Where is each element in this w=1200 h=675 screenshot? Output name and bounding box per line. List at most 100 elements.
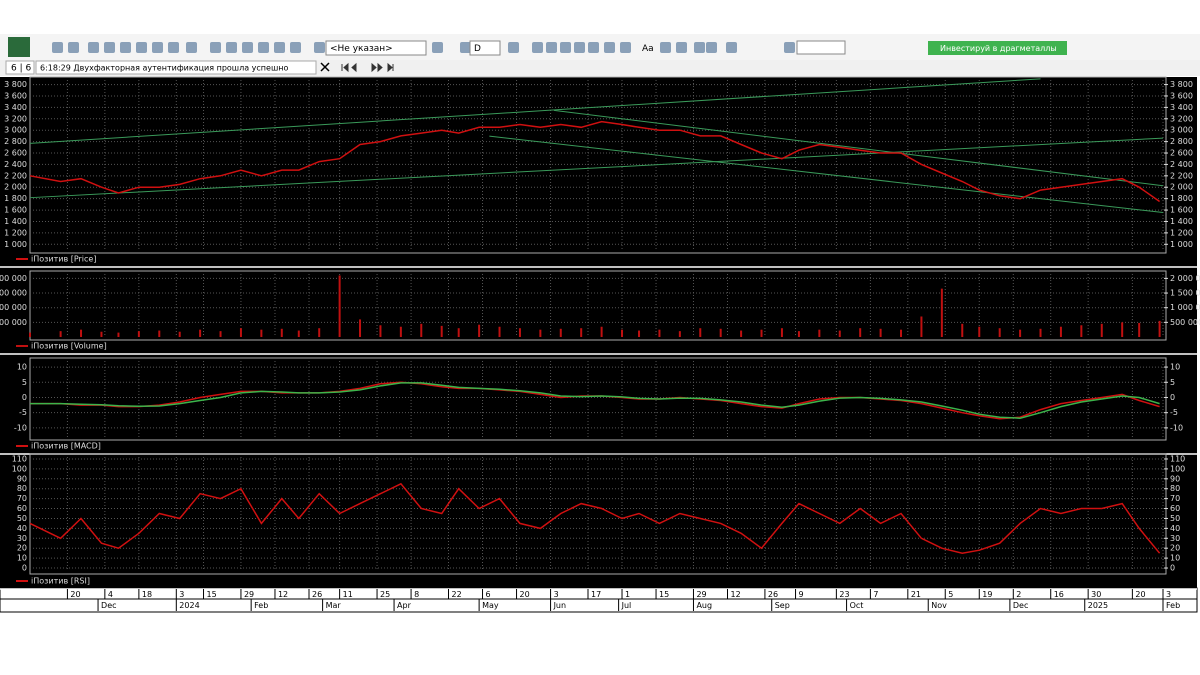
toolbar-icon[interactable] — [588, 42, 599, 53]
toolbar-icon[interactable] — [560, 42, 571, 53]
interval-text: D — [474, 44, 481, 54]
toolbar-icon[interactable] — [660, 42, 671, 53]
x-tick-label: 1 — [625, 590, 630, 599]
panel-frame — [29, 76, 1167, 254]
y-tick-label: 3 000 — [4, 126, 27, 135]
message-box — [35, 60, 317, 75]
toolbar-icon[interactable] — [168, 42, 179, 53]
toolbar-icon[interactable] — [152, 42, 163, 53]
toolbar-icon[interactable] — [604, 42, 615, 53]
volume-bar — [239, 328, 242, 337]
volume-bar — [940, 288, 943, 337]
toolbar-icon[interactable] — [546, 42, 557, 53]
x-tick-label: 15 — [659, 590, 669, 599]
close-icon[interactable] — [320, 62, 330, 72]
volume-bar — [457, 328, 460, 337]
toolbar-icon[interactable] — [620, 42, 631, 53]
banner[interactable] — [928, 41, 1067, 55]
volume-bar — [199, 329, 202, 337]
x-tick-label: 17 — [591, 590, 601, 599]
volume-bar — [318, 328, 321, 337]
toolbar-icons — [8, 37, 795, 57]
volume-bar — [621, 329, 624, 337]
volume-bar — [600, 326, 603, 337]
toolbar-icon[interactable] — [574, 42, 585, 53]
toolbar-icon[interactable] — [120, 42, 131, 53]
panel-frame — [29, 357, 1167, 441]
toolbar-icon[interactable] — [460, 42, 471, 53]
month-label: Sep — [775, 601, 790, 610]
x-tick-label: 23 — [839, 590, 849, 599]
toolbar-icon[interactable] — [274, 42, 285, 53]
y-tick-label: 2 000 — [4, 183, 27, 192]
toolbar-icon[interactable] — [290, 42, 301, 53]
y-tick-label-right: 10 — [1170, 363, 1180, 372]
x-tick-label: 8 — [414, 590, 419, 599]
y-tick-label: 40 — [17, 524, 27, 533]
toolbar-icon[interactable] — [68, 42, 79, 53]
toolbar-icon[interactable] — [104, 42, 115, 53]
x-tick-label: 20 — [520, 590, 530, 599]
y-tick-label: -10 — [14, 423, 27, 432]
search-input[interactable] — [796, 40, 846, 55]
volume-bar — [399, 326, 402, 337]
toolbar-icon[interactable] — [136, 42, 147, 53]
y-tick-label: 80 — [17, 484, 27, 493]
y-tick-label-right: 2 600 — [1170, 149, 1193, 158]
y-tick-label-right: 90 — [1170, 474, 1180, 483]
y-tick-label: 3 800 — [4, 80, 27, 89]
volume-bar — [998, 328, 1001, 337]
y-tick-label-right: 3 000 — [1170, 126, 1193, 135]
toolbar-icon[interactable] — [694, 42, 705, 53]
toolbar-icon[interactable] — [706, 42, 717, 53]
status-message: 6:18:29 Двухфакторная аутентификация про… — [40, 64, 289, 73]
toolbar-icon[interactable] — [784, 42, 795, 53]
toolbar-icon[interactable] — [210, 42, 221, 53]
toolbar-icon[interactable] — [186, 42, 197, 53]
y-tick-label: 500 000 — [0, 318, 27, 327]
toolbar-icon[interactable] — [676, 42, 687, 53]
toolbar-icon[interactable] — [242, 42, 253, 53]
volume-bar — [420, 323, 423, 337]
toolbar-icon[interactable] — [432, 42, 443, 53]
app-logo — [8, 37, 30, 57]
x-tick-label: 4 — [108, 590, 113, 599]
toolbar-icon[interactable] — [726, 42, 737, 53]
toolbar-icon[interactable] — [314, 42, 325, 53]
volume-bar — [260, 329, 263, 337]
y-tick-label-right: 70 — [1170, 494, 1180, 503]
toolbar-icon[interactable] — [226, 42, 237, 53]
month-label: Jun — [553, 601, 567, 610]
account-select[interactable] — [325, 40, 427, 56]
series-line — [29, 120, 1161, 203]
volume-bar — [559, 328, 562, 337]
toolbar-icon[interactable] — [52, 42, 63, 53]
toolbar-icon[interactable] — [508, 42, 519, 53]
account-text: <Не указан> — [330, 44, 393, 54]
y-tick-label: 70 — [17, 494, 27, 503]
y-tick-label-right: 3 600 — [1170, 91, 1193, 100]
volume-bar — [178, 331, 181, 337]
toolbar-icon[interactable] — [88, 42, 99, 53]
volume-bar — [1019, 329, 1022, 337]
nav-icons[interactable] — [341, 62, 394, 73]
font-button[interactable]: Aa — [642, 44, 654, 54]
y-tick-label: 10 — [17, 554, 27, 563]
y-tick-label-right: 500 000 — [1170, 318, 1200, 327]
volume-bar — [580, 328, 583, 337]
counter: 6 | 6 — [11, 64, 31, 74]
toolbar-icon[interactable] — [532, 42, 543, 53]
volume-bar — [797, 331, 800, 337]
x-tick-label: 2 — [1016, 590, 1021, 599]
legend-label: iПозитив [Price] — [31, 255, 96, 264]
y-tick-label: 30 — [17, 534, 27, 543]
x-tick-label: 12 — [278, 590, 288, 599]
y-tick-label: -5 — [19, 408, 27, 417]
volume-bar — [780, 328, 783, 337]
toolbar-icon[interactable] — [258, 42, 269, 53]
volume-bar — [978, 326, 981, 337]
month-label: Oct — [850, 601, 864, 610]
volume-bar — [638, 330, 641, 337]
interval-select[interactable] — [469, 40, 501, 56]
y-tick-label-right: 50 — [1170, 514, 1180, 523]
